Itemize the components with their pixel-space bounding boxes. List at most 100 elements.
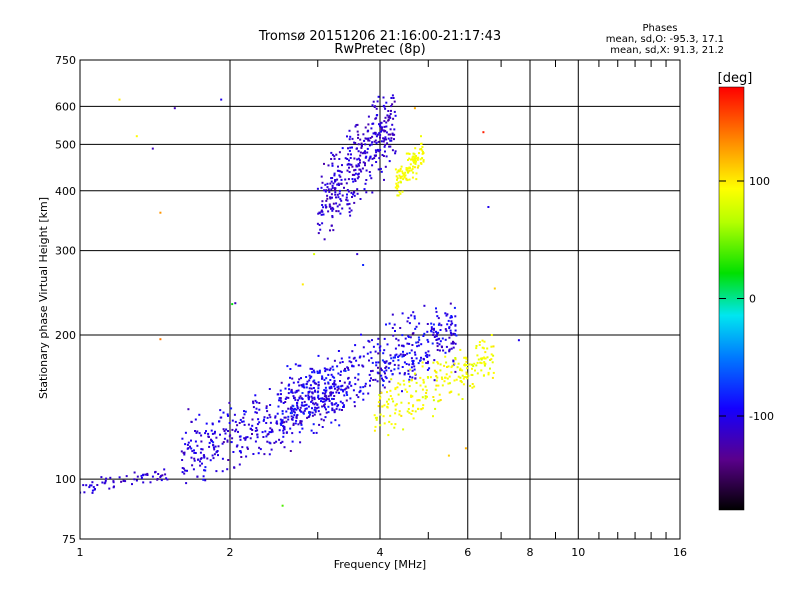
data-point [347, 153, 350, 156]
data-point [398, 410, 401, 413]
data-point [383, 360, 386, 363]
data-point [426, 330, 429, 333]
data-point [362, 386, 365, 389]
data-point [329, 393, 332, 396]
data-point [325, 368, 328, 371]
data-point [393, 426, 396, 429]
data-point [282, 427, 285, 430]
data-point [396, 194, 399, 197]
data-point [382, 140, 385, 143]
data-point [230, 441, 233, 444]
data-point [457, 375, 460, 378]
data-point [380, 128, 383, 130]
data-point [471, 367, 473, 370]
data-point [420, 135, 422, 138]
data-point [346, 158, 349, 160]
data-point [491, 376, 494, 379]
data-point [411, 360, 414, 362]
data-point [438, 393, 441, 396]
data-point [274, 415, 277, 418]
data-point [450, 332, 453, 335]
data-point [212, 446, 215, 449]
data-point [356, 188, 359, 191]
data-point [329, 182, 332, 185]
data-point [393, 363, 396, 366]
data-point [313, 396, 316, 399]
data-point [322, 419, 325, 422]
data-point [335, 407, 338, 410]
data-point [452, 342, 454, 345]
data-point [405, 167, 408, 169]
data-point [246, 447, 249, 450]
data-point [398, 372, 401, 375]
data-point [333, 379, 336, 382]
data-point [240, 456, 243, 458]
data-point [144, 473, 147, 476]
data-point [374, 139, 377, 142]
data-point [85, 484, 88, 487]
data-point [373, 429, 376, 432]
data-point [133, 478, 136, 481]
data-point [310, 395, 313, 398]
data-point [325, 189, 328, 192]
data-point [353, 169, 356, 172]
data-point [402, 178, 405, 181]
data-point [325, 377, 328, 380]
data-point [424, 385, 427, 388]
data-point [412, 152, 415, 155]
data-point [297, 364, 300, 367]
data-point [348, 207, 351, 210]
data-point [418, 338, 421, 341]
data-point [235, 445, 238, 448]
data-point [456, 366, 459, 369]
data-point [305, 383, 308, 385]
data-point [359, 168, 362, 171]
data-point [357, 364, 360, 367]
data-point [302, 384, 305, 387]
data-point [201, 462, 203, 465]
data-point [376, 148, 379, 151]
data-point [337, 196, 340, 199]
data-point [279, 418, 282, 421]
data-point [489, 359, 492, 361]
data-point [420, 142, 423, 145]
data-point [334, 387, 336, 390]
data-point [441, 378, 444, 380]
data-point [400, 344, 403, 347]
data-point [478, 341, 481, 344]
data-point [314, 402, 317, 405]
data-point [416, 345, 419, 348]
data-point [332, 398, 335, 400]
data-point [223, 430, 226, 432]
data-point [377, 372, 380, 375]
data-point [294, 363, 297, 366]
data-point [409, 368, 412, 371]
data-point [317, 396, 319, 399]
data-point [318, 371, 321, 374]
data-point [340, 370, 342, 373]
data-point [381, 154, 384, 156]
data-point [376, 380, 379, 383]
data-point [356, 130, 359, 133]
data-point [408, 411, 411, 414]
data-point [256, 436, 259, 439]
colorbar-tick-label: 0 [749, 293, 756, 306]
data-point [421, 157, 424, 160]
data-point [304, 407, 307, 410]
data-point [323, 406, 326, 409]
data-point [335, 210, 338, 213]
data-point [161, 474, 164, 477]
data-point [463, 356, 466, 359]
colorbar-tick-label: 100 [749, 175, 770, 188]
data-point [454, 342, 457, 345]
data-point [333, 157, 336, 160]
data-point [159, 338, 162, 341]
data-point [388, 145, 391, 148]
data-point [422, 378, 425, 381]
data-point [332, 202, 335, 205]
data-point [394, 186, 397, 189]
data-point [449, 316, 452, 319]
data-point [402, 353, 405, 356]
data-point [437, 400, 440, 403]
data-point [331, 215, 334, 217]
